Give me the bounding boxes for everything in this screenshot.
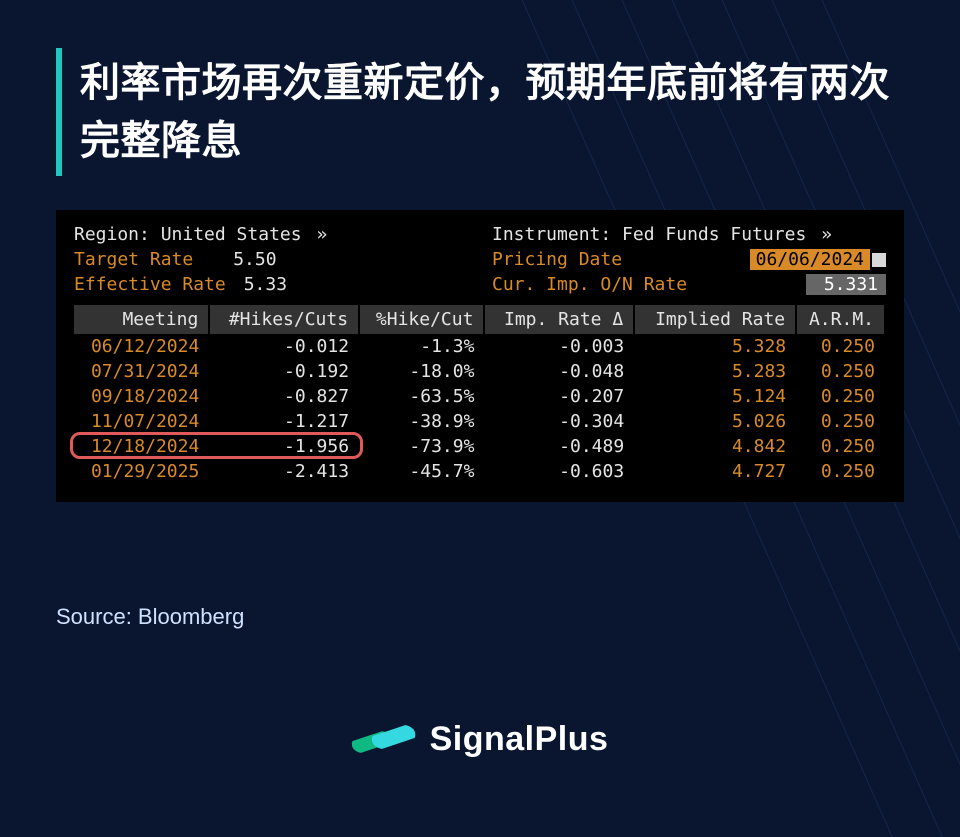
terminal-info-grid: Region: United States » Instrument: Fed … [74, 224, 886, 295]
column-header: A.R.M. [796, 305, 885, 334]
instrument-row: Instrument: Fed Funds Futures » [492, 224, 886, 245]
table-cell: -0.304 [484, 409, 634, 434]
region-value: United States [161, 224, 302, 245]
table-cell: 0.250 [796, 334, 885, 359]
rates-table: Meeting#Hikes/Cuts%Hike/CutImp. Rate ΔIm… [74, 305, 886, 484]
table-cell: -1.217 [209, 409, 359, 434]
pricing-date-value[interactable]: 06/06/2024 [750, 249, 870, 270]
table-cell: 5.328 [634, 334, 796, 359]
table-cell: 4.842 [634, 434, 796, 459]
brand-logo-icon [352, 722, 416, 758]
table-row: 09/18/2024-0.827-63.5%-0.2075.1240.250 [74, 384, 885, 409]
table-cell: 5.026 [634, 409, 796, 434]
table-cell: 4.727 [634, 459, 796, 484]
cur-imp-rate-row: Cur. Imp. O/N Rate 5.331 [492, 274, 886, 295]
terminal-panel: Region: United States » Instrument: Fed … [56, 210, 904, 502]
target-rate-row: Target Rate 5.50 [74, 249, 468, 270]
table-cell: 01/29/2025 [74, 459, 209, 484]
table-cell: 09/18/2024 [74, 384, 209, 409]
table-cell: -2.413 [209, 459, 359, 484]
table-cell: -45.7% [359, 459, 484, 484]
pricing-date-row: Pricing Date 06/06/2024 [492, 249, 886, 270]
table-cell: 07/31/2024 [74, 359, 209, 384]
effective-rate-row: Effective Rate 5.33 [74, 274, 468, 295]
effective-rate-value: 5.33 [244, 274, 287, 295]
instrument-label: Instrument: [492, 224, 622, 245]
table-row: 01/29/2025-2.413-45.7%-0.6034.7270.250 [74, 459, 885, 484]
chevron-icon: » [821, 224, 832, 245]
table-cell: -0.012 [209, 334, 359, 359]
table-cell: 0.250 [796, 409, 885, 434]
column-header: Implied Rate [634, 305, 796, 334]
table-cell: 5.283 [634, 359, 796, 384]
source-text: Source: Bloomberg [56, 604, 244, 630]
table-cell: -0.489 [484, 434, 634, 459]
chevron-icon: » [316, 224, 327, 245]
headline-text: 利率市场再次重新定价，预期年底前将有两次完整降息 [80, 54, 904, 170]
column-header: #Hikes/Cuts [209, 305, 359, 334]
headline-container: 利率市场再次重新定价，预期年底前将有两次完整降息 [56, 48, 904, 176]
cur-imp-value: 5.331 [806, 274, 886, 295]
table-cell: -1.956 [209, 434, 359, 459]
table-cell: 5.124 [634, 384, 796, 409]
table-cell: 0.250 [796, 359, 885, 384]
table-cell: 06/12/2024 [74, 334, 209, 359]
table-cell: -63.5% [359, 384, 484, 409]
table-cell: -0.603 [484, 459, 634, 484]
column-header: %Hike/Cut [359, 305, 484, 334]
instrument-value: Fed Funds Futures [622, 224, 806, 245]
table-cell: 0.250 [796, 384, 885, 409]
table-cell: 12/18/2024 [74, 434, 209, 459]
table-row: 06/12/2024-0.012-1.3%-0.0035.3280.250 [74, 334, 885, 359]
cur-imp-value-wrap: 5.331 [806, 274, 886, 295]
table-cell: 0.250 [796, 434, 885, 459]
column-header: Imp. Rate Δ [484, 305, 634, 334]
table-row: 11/07/2024-1.217-38.9%-0.3045.0260.250 [74, 409, 885, 434]
region-row: Region: United States » [74, 224, 468, 245]
table-row: 07/31/2024-0.192-18.0%-0.0485.2830.250 [74, 359, 885, 384]
table-body: 06/12/2024-0.012-1.3%-0.0035.3280.25007/… [74, 334, 885, 484]
table-cell: -18.0% [359, 359, 484, 384]
date-picker-icon[interactable] [872, 253, 886, 267]
cur-imp-label: Cur. Imp. O/N Rate [492, 274, 687, 295]
target-rate-label: Target Rate [74, 249, 193, 270]
pricing-date-value-wrap: 06/06/2024 [750, 249, 886, 270]
table-cell: -73.9% [359, 434, 484, 459]
table-cell: -0.003 [484, 334, 634, 359]
table-row: 12/18/2024-1.956-73.9%-0.4894.8420.250 [74, 434, 885, 459]
column-header: Meeting [74, 305, 209, 334]
target-rate-value: 5.50 [233, 249, 276, 270]
table-cell: -0.048 [484, 359, 634, 384]
table-cell: 0.250 [796, 459, 885, 484]
table-cell: -1.3% [359, 334, 484, 359]
region-label: Region: [74, 224, 161, 245]
pricing-date-label: Pricing Date [492, 249, 622, 270]
table-header: Meeting#Hikes/Cuts%Hike/CutImp. Rate ΔIm… [74, 305, 885, 334]
effective-rate-label: Effective Rate [74, 274, 226, 295]
table-cell: 11/07/2024 [74, 409, 209, 434]
table-cell: -0.192 [209, 359, 359, 384]
table-cell: -0.827 [209, 384, 359, 409]
brand-footer: SignalPlus [352, 720, 609, 759]
table-cell: -0.207 [484, 384, 634, 409]
table-cell: -38.9% [359, 409, 484, 434]
brand-name: SignalPlus [430, 720, 609, 759]
